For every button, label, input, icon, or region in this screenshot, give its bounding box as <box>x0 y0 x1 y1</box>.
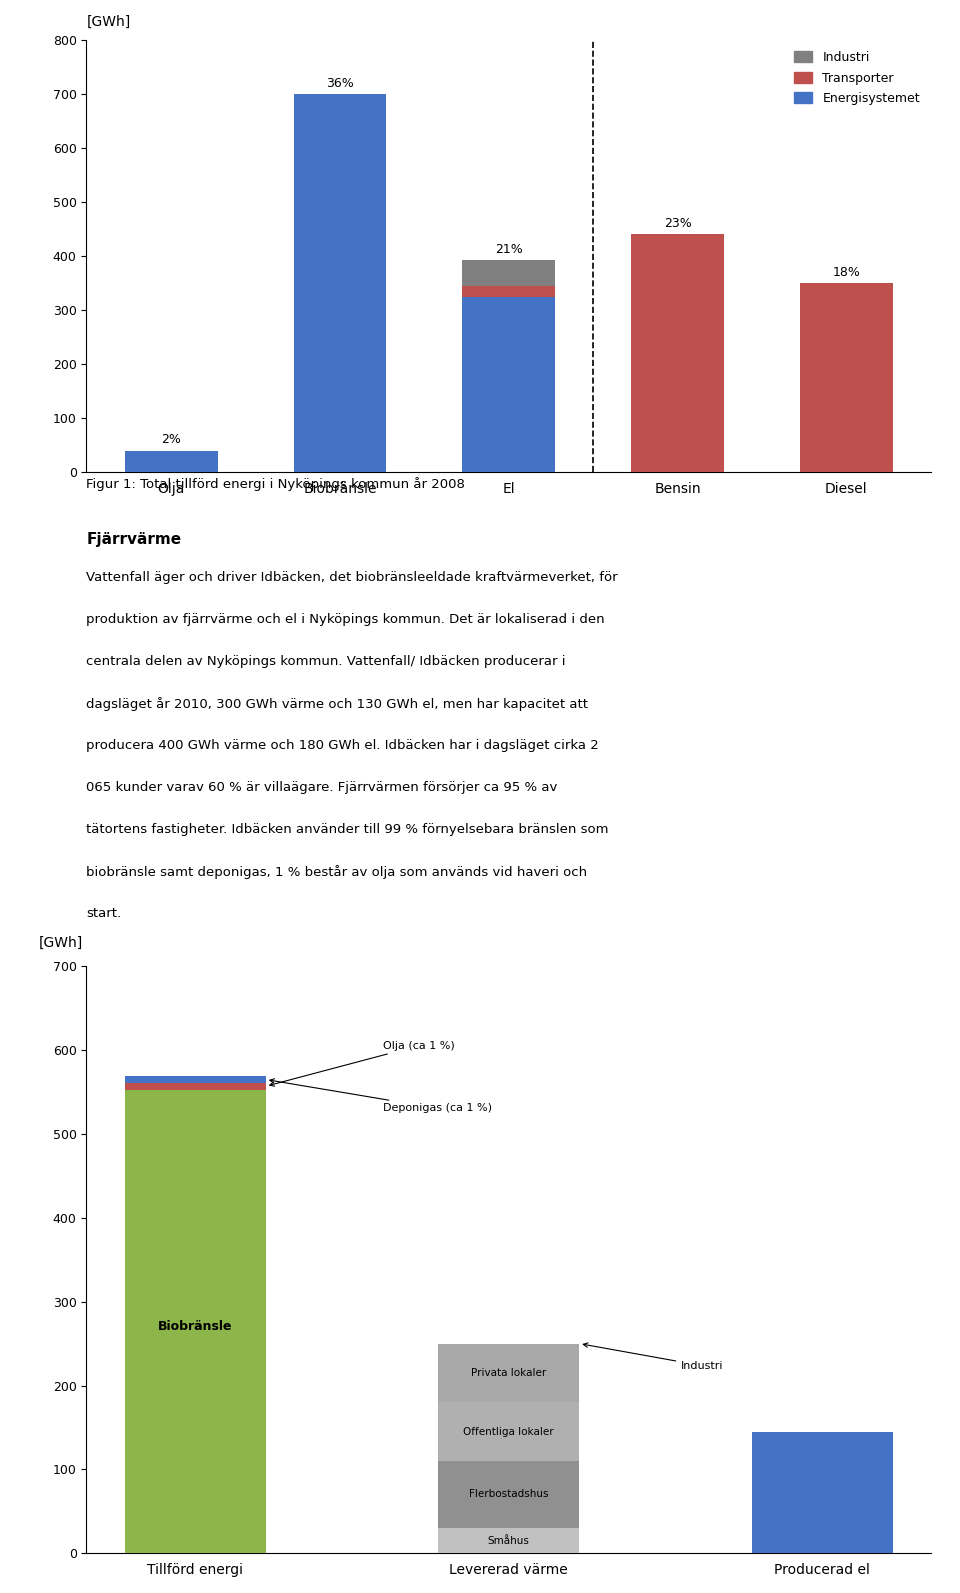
Bar <box>125 1090 266 1553</box>
Bar <box>125 1083 266 1090</box>
Text: Figur 1: Total tillförd energi i Nyköpings kommun år 2008: Figur 1: Total tillförd energi i Nyköpin… <box>86 478 466 491</box>
Text: Flerbostadshus: Flerbostadshus <box>469 1489 548 1499</box>
Text: Fjärrvärme: Fjärrvärme <box>86 532 181 546</box>
Bar <box>800 284 893 472</box>
Text: produktion av fjärrvärme och el i Nyköpings kommun. Det är lokaliserad i den: produktion av fjärrvärme och el i Nyköpi… <box>86 613 605 626</box>
Text: 21%: 21% <box>495 244 522 256</box>
Text: Olja (ca 1 %): Olja (ca 1 %) <box>270 1040 455 1086</box>
Bar <box>294 94 387 472</box>
Text: dagsläget år 2010, 300 GWh värme och 130 GWh el, men har kapacitet att: dagsläget år 2010, 300 GWh värme och 130… <box>86 698 588 710</box>
Text: Småhus: Småhus <box>488 1536 530 1545</box>
Bar <box>439 1343 579 1402</box>
Bar <box>752 1432 893 1553</box>
Text: tätortens fastigheter. Idbäcken använder till 99 % förnyelsebara bränslen som: tätortens fastigheter. Idbäcken använder… <box>86 824 609 836</box>
Text: Vattenfall äger och driver Idbäcken, det biobränsleeldade kraftvärmeverket, för: Vattenfall äger och driver Idbäcken, det… <box>86 570 618 585</box>
Bar <box>125 1077 266 1083</box>
Bar <box>439 1402 579 1461</box>
Bar <box>463 285 555 296</box>
Bar <box>631 234 724 472</box>
Text: 2%: 2% <box>161 433 181 446</box>
Text: [GWh]: [GWh] <box>38 935 83 949</box>
Bar <box>463 260 555 285</box>
Legend: Industri, Transporter, Energisystemet: Industri, Transporter, Energisystemet <box>788 46 924 110</box>
Text: Biobränsle: Biobränsle <box>158 1321 232 1333</box>
Text: 18%: 18% <box>832 266 860 279</box>
Text: Offentliga lokaler: Offentliga lokaler <box>464 1427 554 1437</box>
Bar <box>125 451 218 472</box>
Text: start.: start. <box>86 906 122 921</box>
Bar <box>463 296 555 472</box>
Bar <box>439 1528 579 1553</box>
Text: centrala delen av Nyköpings kommun. Vattenfall/ Idbäcken producerar i: centrala delen av Nyköpings kommun. Vatt… <box>86 655 565 667</box>
Text: [GWh]: [GWh] <box>86 14 132 29</box>
Bar <box>439 1461 579 1528</box>
Text: 065 kunder varav 60 % är villaägare. Fjärrvärmen försörjer ca 95 % av: 065 kunder varav 60 % är villaägare. Fjä… <box>86 781 558 793</box>
Text: Privata lokaler: Privata lokaler <box>471 1368 546 1378</box>
Text: Deponigas (ca 1 %): Deponigas (ca 1 %) <box>270 1078 492 1114</box>
Text: biobränsle samt deponigas, 1 % består av olja som används vid haveri och: biobränsle samt deponigas, 1 % består av… <box>86 865 588 879</box>
Text: producera 400 GWh värme och 180 GWh el. Idbäcken har i dagsläget cirka 2: producera 400 GWh värme och 180 GWh el. … <box>86 739 599 752</box>
Text: Industri: Industri <box>584 1343 724 1370</box>
Text: 36%: 36% <box>326 76 354 89</box>
Text: 23%: 23% <box>663 217 691 229</box>
